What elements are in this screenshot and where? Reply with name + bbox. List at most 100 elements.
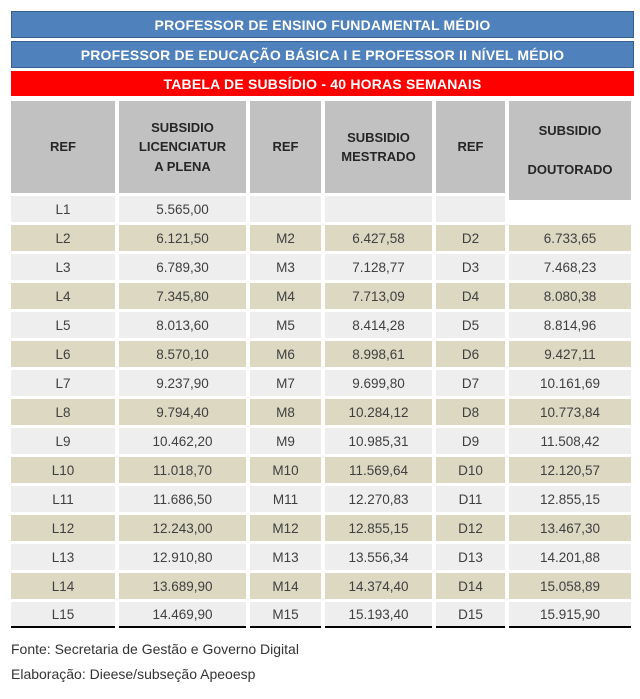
ref-cell: D14	[436, 573, 505, 599]
ref-cell: L6	[11, 341, 115, 367]
subsidy-value-cell: 10.161,69	[509, 370, 631, 396]
ref-cell: M13	[250, 544, 321, 570]
subsidy-value-cell: 9.237,90	[119, 370, 246, 396]
subsidy-value-cell: 8.414,28	[325, 312, 432, 338]
ref-cell: M3	[250, 254, 321, 280]
ref-cell: D9	[436, 428, 505, 454]
column-header: SUBSIDIO DOUTORADO	[509, 101, 631, 200]
ref-cell: M7	[250, 370, 321, 396]
ref-cell: D11	[436, 486, 505, 512]
subsidy-value-cell: 7.128,77	[325, 254, 432, 280]
subsidy-value-cell: 9.427,11	[509, 341, 631, 367]
subsidy-value-cell: 13.556,34	[325, 544, 432, 570]
ref-cell: D7	[436, 370, 505, 396]
subsidy-value-cell: 7.468,23	[509, 254, 631, 280]
subsidy-value-cell: 6.121,50	[119, 225, 246, 251]
subsidy-value-cell: 12.120,57	[509, 457, 631, 483]
ref-cell: L15	[11, 602, 115, 628]
subsidy-value-cell	[325, 196, 432, 222]
subsidy-value-cell: 15.193,40	[325, 602, 432, 628]
ref-cell: D2	[436, 225, 505, 251]
ref-cell: D8	[436, 399, 505, 425]
subsidy-value-cell: 8.998,61	[325, 341, 432, 367]
subsidy-value-cell: 10.773,84	[509, 399, 631, 425]
ref-cell: M4	[250, 283, 321, 309]
ref-cell: L12	[11, 515, 115, 541]
column-header: REF	[436, 101, 505, 193]
ref-cell: L3	[11, 254, 115, 280]
subsidy-value-cell: 8.570,10	[119, 341, 246, 367]
subsidy-value-cell: 15.058,89	[509, 573, 631, 599]
elaboration-note: Elaboração: Dieese/subseção Apeoesp	[11, 666, 256, 682]
subsidy-value-cell: 12.910,80	[119, 544, 246, 570]
subsidy-value-cell: 8.080,38	[509, 283, 631, 309]
ref-cell: M15	[250, 602, 321, 628]
ref-cell: M11	[250, 486, 321, 512]
subsidy-value-cell: 10.284,12	[325, 399, 432, 425]
ref-cell: L13	[11, 544, 115, 570]
subsidy-value-cell: 7.713,09	[325, 283, 432, 309]
ref-cell: L10	[11, 457, 115, 483]
subsidy-value-cell: 11.569,64	[325, 457, 432, 483]
banner-professor-educacao-basica: PROFESSOR DE EDUCAÇÃO BÁSICA I E PROFESS…	[11, 41, 634, 68]
ref-cell: M2	[250, 225, 321, 251]
ref-cell: D15	[436, 602, 505, 628]
ref-cell: D13	[436, 544, 505, 570]
column-header: SUBSIDIO MESTRADO	[325, 101, 432, 193]
ref-cell: M8	[250, 399, 321, 425]
column-header: SUBSIDIO LICENCIATUR A PLENA	[119, 101, 246, 193]
subsidy-value-cell: 8.814,96	[509, 312, 631, 338]
subsidy-value-cell: 5.565,00	[119, 196, 246, 222]
subsidy-value-cell: 11.686,50	[119, 486, 246, 512]
ref-cell: M6	[250, 341, 321, 367]
subsidy-value-cell: 8.013,60	[119, 312, 246, 338]
ref-cell: D10	[436, 457, 505, 483]
subsidy-value-cell: 12.855,15	[325, 515, 432, 541]
ref-cell: L11	[11, 486, 115, 512]
ref-cell: L14	[11, 573, 115, 599]
ref-cell: D12	[436, 515, 505, 541]
ref-cell	[436, 196, 505, 222]
subsidy-value-cell: 15.915,90	[509, 602, 631, 628]
banner-tabela-subsidio: TABELA DE SUBSÍDIO - 40 HORAS SEMANAIS	[11, 71, 634, 96]
subsidy-value-cell: 6.733,65	[509, 225, 631, 251]
banner-professor-ensino-fundamental: PROFESSOR DE ENSINO FUNDAMENTAL MÉDIO	[11, 11, 634, 38]
ref-cell: D5	[436, 312, 505, 338]
subsidy-value-cell: 11.508,42	[509, 428, 631, 454]
ref-cell: L5	[11, 312, 115, 338]
subsidy-value-cell: 6.789,30	[119, 254, 246, 280]
subsidy-value-cell: 12.855,15	[509, 486, 631, 512]
source-note: Fonte: Secretaria de Gestão e Governo Di…	[11, 641, 299, 657]
subsidy-value-cell: 7.345,80	[119, 283, 246, 309]
column-header: REF	[11, 101, 115, 193]
ref-cell: M10	[250, 457, 321, 483]
subsidy-value-cell: 9.794,40	[119, 399, 246, 425]
subsidy-value-cell: 11.018,70	[119, 457, 246, 483]
subsidy-value-cell: 12.243,00	[119, 515, 246, 541]
ref-cell: M5	[250, 312, 321, 338]
ref-cell: M14	[250, 573, 321, 599]
subsidy-value-cell: 12.270,83	[325, 486, 432, 512]
subsidy-value-cell: 14.201,88	[509, 544, 631, 570]
ref-cell: M12	[250, 515, 321, 541]
subsidy-value-cell: 9.699,80	[325, 370, 432, 396]
ref-cell: D4	[436, 283, 505, 309]
ref-cell: L7	[11, 370, 115, 396]
ref-cell: D3	[436, 254, 505, 280]
ref-cell: D6	[436, 341, 505, 367]
column-header: REF	[250, 101, 321, 193]
subsidy-value-cell: 6.427,58	[325, 225, 432, 251]
ref-cell: L1	[11, 196, 115, 222]
ref-cell: L9	[11, 428, 115, 454]
ref-cell: M9	[250, 428, 321, 454]
ref-cell	[250, 196, 321, 222]
subsidy-table: REF SUBSIDIO LICENCIATUR A PLENA REF SUBSID…	[11, 101, 635, 628]
page: PROFESSOR DE ENSINO FUNDAMENTAL MÉDIO PR…	[11, 11, 634, 682]
subsidy-value-cell: 10.985,31	[325, 428, 432, 454]
subsidy-value-cell: 10.462,20	[119, 428, 246, 454]
ref-cell: L8	[11, 399, 115, 425]
ref-cell: L2	[11, 225, 115, 251]
subsidy-value-cell: 13.467,30	[509, 515, 631, 541]
ref-cell: L4	[11, 283, 115, 309]
subsidy-value-cell: 14.469,90	[119, 602, 246, 628]
